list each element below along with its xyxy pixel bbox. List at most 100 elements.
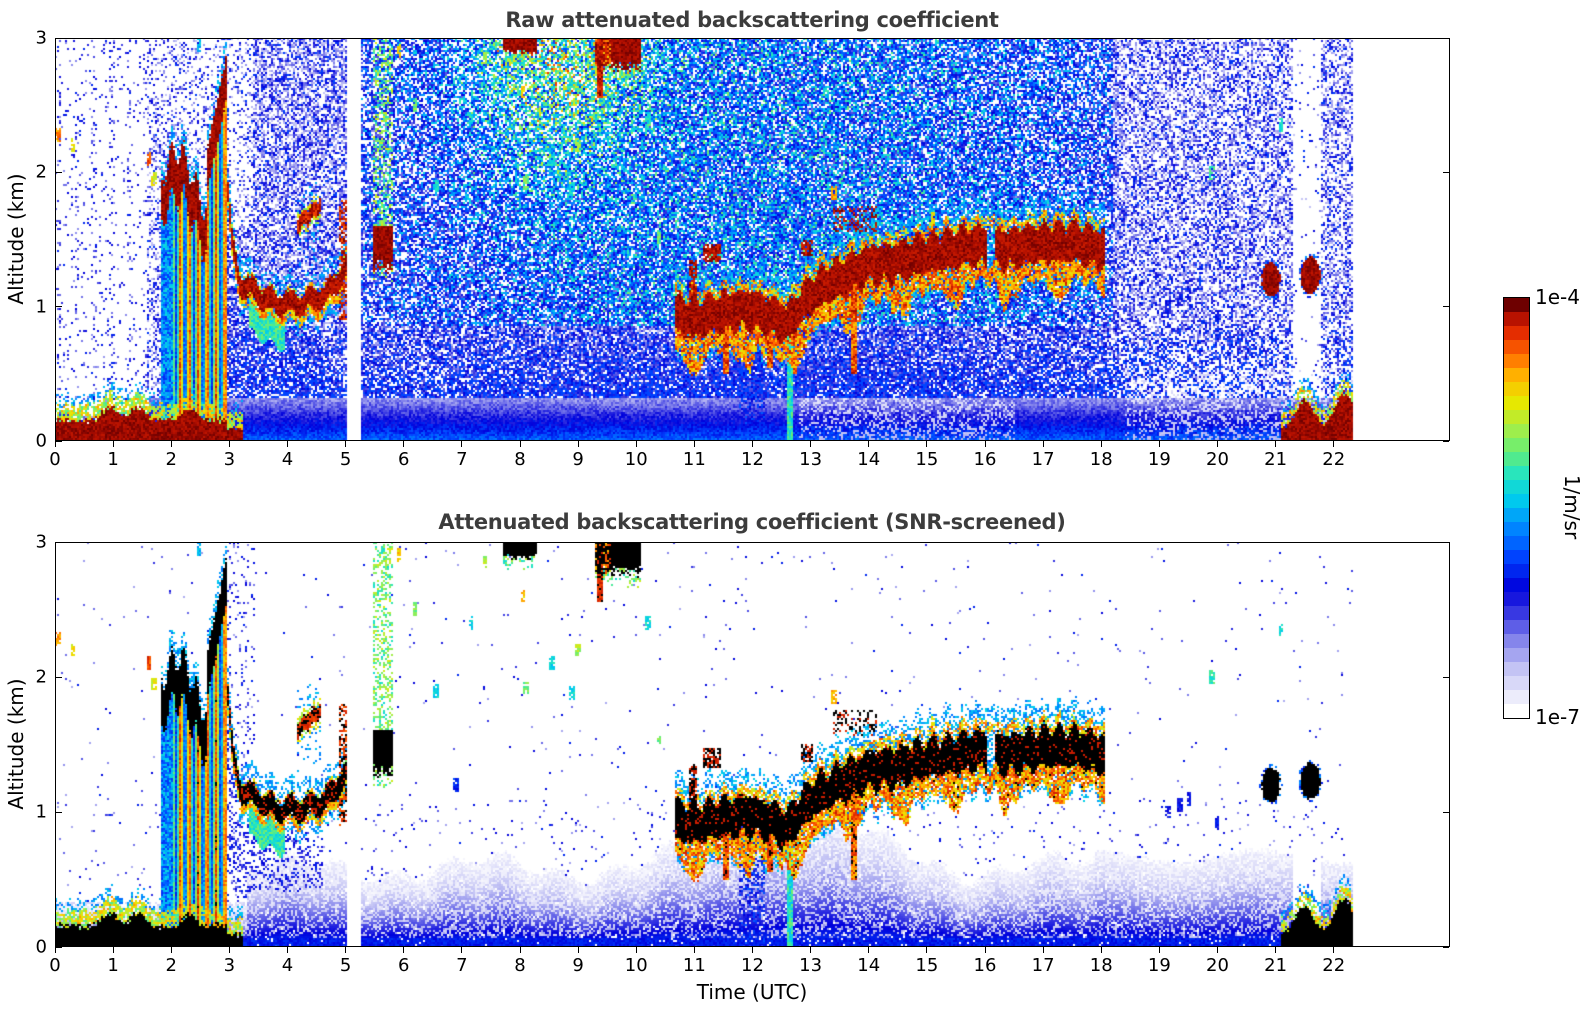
x-tick-mark (984, 441, 986, 447)
x-tick-label: 0 (49, 449, 61, 470)
colorbar-segment (1504, 592, 1529, 606)
y-tick-label: 2 (35, 666, 47, 688)
x-tick-label: 7 (456, 449, 468, 470)
screened-panel-title: Attenuated backscattering coefficient (S… (438, 510, 1066, 534)
x-tick-mark (693, 947, 695, 953)
x-tick-mark (926, 441, 928, 447)
x-tick-mark (1217, 441, 1218, 447)
y-tick-mark (1443, 171, 1449, 173)
x-tick-label: 2 (165, 449, 177, 470)
x-tick-mark (577, 441, 579, 447)
x-tick-label: 3 (223, 955, 236, 976)
y-tick-mark (56, 171, 62, 173)
colorbar-segment (1504, 690, 1529, 704)
x-tick-mark (170, 441, 172, 447)
x-tick-label: 12 (741, 449, 764, 470)
x-tick-mark (287, 947, 288, 953)
x-tick-mark (461, 947, 463, 953)
x-tick-mark (345, 947, 347, 953)
x-tick-label: 14 (857, 955, 881, 976)
colorbar-segment (1504, 326, 1529, 340)
y-tick-label: 3 (35, 531, 47, 553)
x-tick-label: 17 (1031, 449, 1055, 470)
y-tick-mark (1443, 37, 1449, 39)
x-tick-mark (1158, 947, 1160, 953)
x-tick-label: 15 (915, 955, 939, 976)
x-tick-mark (635, 947, 637, 953)
raw-backscatter-heatmap (55, 38, 1450, 441)
x-tick-label: 6 (398, 449, 410, 470)
x-tick-mark (403, 947, 405, 953)
x-tick-mark (112, 441, 114, 447)
colorbar-segment (1504, 578, 1529, 592)
x-tick-label: 4 (281, 449, 294, 470)
x-tick-mark (868, 947, 870, 953)
x-tick-label: 1 (107, 955, 119, 976)
x-tick-mark (1100, 441, 1102, 447)
colorbar-segment (1504, 354, 1529, 368)
colorbar-segment (1504, 676, 1529, 690)
x-tick-label: 22 (1322, 955, 1346, 976)
x-tick-mark (54, 441, 56, 447)
x-tick-label: 7 (456, 955, 468, 976)
x-tick-mark (461, 441, 463, 447)
x-tick-mark (926, 947, 928, 953)
x-tick-label: 1 (107, 449, 119, 470)
x-tick-mark (810, 947, 812, 953)
colorbar-segment (1504, 452, 1529, 466)
colorbar-segment (1504, 396, 1529, 410)
colorbar-segment (1504, 648, 1529, 662)
colorbar-segment (1504, 298, 1529, 312)
x-tick-label: 4 (281, 955, 294, 976)
y-tick-mark (1443, 306, 1449, 308)
x-tick-label: 8 (514, 955, 526, 976)
colorbar-segment (1504, 312, 1529, 326)
colorbar-segment (1504, 340, 1529, 354)
y-tick-mark (56, 37, 62, 39)
x-tick-label: 17 (1031, 955, 1055, 976)
y-tick-mark (56, 440, 62, 442)
x-tick-label: 10 (624, 955, 648, 976)
x-tick-label: 20 (1206, 955, 1229, 976)
x-tick-label: 9 (572, 449, 584, 470)
y-tick-mark (56, 306, 62, 308)
x-tick-label: 5 (339, 955, 352, 976)
x-tick-mark (170, 947, 172, 953)
raw-panel-title: Raw attenuated backscattering coefficien… (505, 8, 999, 32)
x-tick-mark (112, 947, 114, 953)
colorbar-segment (1504, 704, 1529, 718)
y-tick-label: 3 (35, 27, 47, 49)
y-tick-mark (1443, 811, 1449, 813)
x-tick-label: 15 (915, 449, 939, 470)
colorbar (1503, 297, 1530, 719)
x-tick-mark (1042, 947, 1044, 953)
x-tick-label: 21 (1264, 449, 1288, 470)
x-tick-mark (1158, 441, 1160, 447)
x-tick-label: 21 (1264, 955, 1288, 976)
x-tick-label: 16 (973, 955, 997, 976)
colorbar-segment (1504, 508, 1529, 522)
x-tick-label: 14 (857, 449, 881, 470)
colorbar-segment (1504, 606, 1529, 620)
x-tick-mark (1333, 441, 1335, 447)
colorbar-segment (1504, 522, 1529, 536)
x-tick-mark (1042, 441, 1044, 447)
x-tick-mark (1275, 947, 1277, 953)
y-tick-mark (1443, 946, 1449, 948)
screened-backscatter-heatmap (55, 542, 1450, 947)
y-tick-label: 0 (35, 430, 47, 452)
colorbar-segment (1504, 564, 1529, 578)
colorbar-segment (1504, 662, 1529, 676)
x-tick-mark (1100, 947, 1102, 953)
x-tick-label: 2 (165, 955, 177, 976)
y-tick-mark (1443, 676, 1449, 678)
colorbar-segment (1504, 438, 1529, 452)
y-tick-label: 1 (35, 296, 47, 318)
x-tick-label: 13 (799, 955, 823, 976)
raw-y-axis-label: Altitude (km) (4, 173, 28, 305)
x-tick-label: 19 (1147, 955, 1171, 976)
y-tick-mark (56, 811, 62, 813)
y-tick-label: 0 (35, 936, 47, 958)
x-tick-mark (635, 441, 637, 447)
x-tick-mark (752, 441, 753, 447)
